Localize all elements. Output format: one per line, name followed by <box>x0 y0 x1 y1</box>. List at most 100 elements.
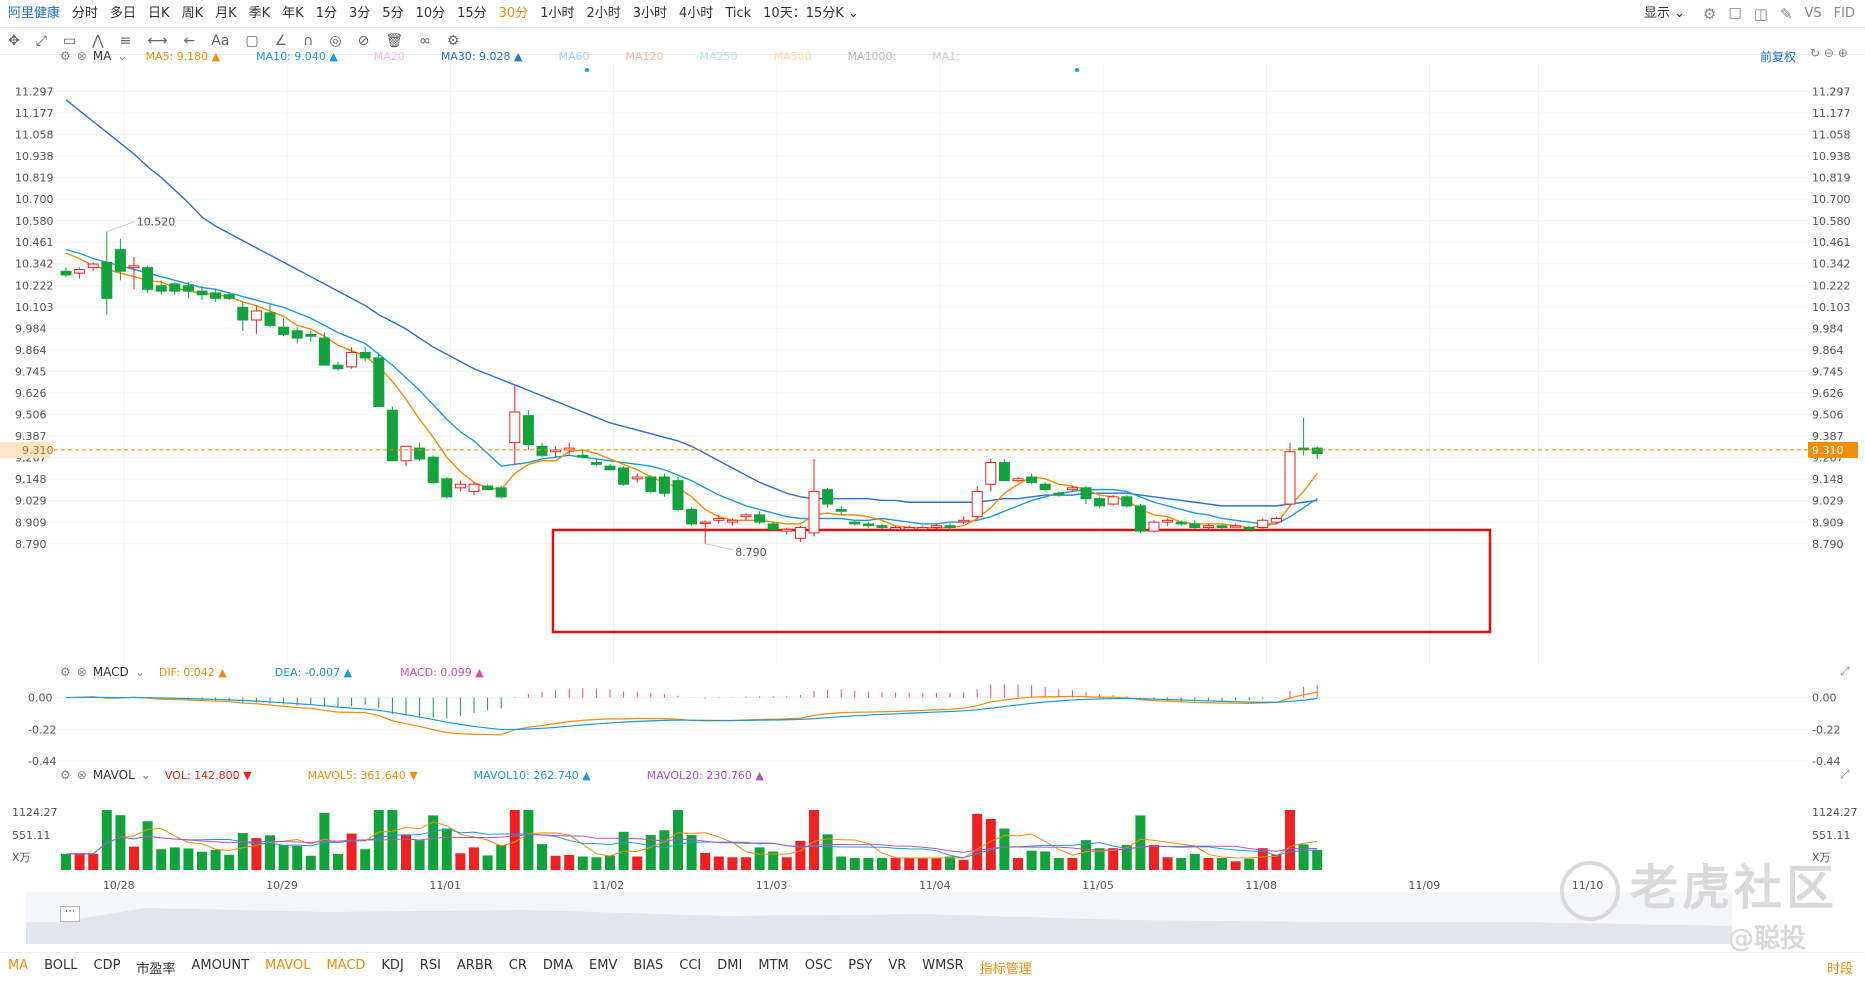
indicator-tab-18[interactable]: PSY <box>848 958 873 973</box>
indicator-tab-4[interactable]: AMOUNT <box>191 958 250 973</box>
period-10[interactable]: 10分 <box>415 6 446 21</box>
indicator-tab-3[interactable]: 市盈率 <box>136 962 176 977</box>
period-14[interactable]: 2小时 <box>586 6 621 21</box>
ma-close-icon[interactable]: ⊗ <box>76 49 87 63</box>
macd-chart[interactable]: 0.00 0.00 -0.22 -0.22 -0.44 -0.44 <box>0 680 1865 770</box>
fib-tool-icon[interactable]: ≡ <box>119 33 132 49</box>
macd-indicator-name[interactable]: MACD <box>92 665 129 679</box>
period-0[interactable]: 分时 <box>72 6 99 21</box>
ma-legend-1[interactable]: MA10: 9.040 ▲ <box>256 49 338 63</box>
indicator-tab-2[interactable]: CDP <box>93 958 121 973</box>
indicator-tab-10[interactable]: CR <box>508 958 527 973</box>
macd-settings-icon[interactable]: ⚙ <box>60 665 71 679</box>
camera-icon[interactable]: ◫ <box>1753 4 1768 23</box>
mavol-close-icon[interactable]: ⊗ <box>76 768 87 782</box>
ma-legend-3[interactable]: MA30: 9.028 ▲ <box>440 49 523 63</box>
trash-icon[interactable]: 🗑 <box>385 33 404 49</box>
mavol-legend-0[interactable]: VOL: 142.800 ▼ <box>164 768 252 782</box>
macd-legend-2[interactable]: MACD: 0.099 ▲ <box>400 665 484 679</box>
square-icon[interactable]: ☐ <box>1728 4 1742 23</box>
range-dropdown[interactable]: 10天：15分K ⌄ <box>763 6 859 21</box>
period-1[interactable]: 多日 <box>110 6 137 21</box>
indicator-tab-14[interactable]: CCI <box>679 958 702 973</box>
period-13[interactable]: 1小时 <box>540 6 575 21</box>
indicator-tab-19[interactable]: VR <box>888 958 907 973</box>
ma-legend-4[interactable]: MA60 <box>558 49 590 63</box>
mavol-legend-1[interactable]: MAVOL5: 361.640 ▼ <box>307 768 418 782</box>
period-16[interactable]: 4小时 <box>679 6 714 21</box>
chevron-down-icon[interactable]: ⌄ <box>140 768 151 782</box>
session-button[interactable]: 时段 <box>1826 962 1853 977</box>
rect-tool-icon[interactable]: ▭ <box>62 33 77 49</box>
indicator-tab-21[interactable]: 指标管理 <box>979 962 1032 977</box>
move-icon[interactable]: ✥ <box>8 33 20 49</box>
indicator-tab-6[interactable]: MACD <box>326 958 366 973</box>
period-17[interactable]: Tick <box>725 6 752 21</box>
ma-legend-8[interactable]: MA1000: <box>847 49 897 63</box>
angle-tool-icon[interactable]: ∠ <box>274 33 288 49</box>
text-tool-icon[interactable]: Aa <box>211 33 230 49</box>
gear-icon[interactable]: ⚙ <box>446 33 460 49</box>
macd-close-icon[interactable]: ⊗ <box>76 665 87 679</box>
panel-controls[interactable]: ↻ ⊖ ⊕ <box>1810 46 1848 60</box>
indicator-tab-15[interactable]: DMI <box>717 958 743 973</box>
wave-tool-icon[interactable]: ⋀ <box>92 33 104 49</box>
indicator-tab-16[interactable]: MTM <box>758 958 789 973</box>
ma-legend-9[interactable]: MA1: <box>932 49 960 63</box>
navigator-handle[interactable]: ⋯ <box>60 906 80 922</box>
expand-icon[interactable]: ⤢ <box>1840 664 1850 678</box>
arrow-tool-icon[interactable]: ← <box>183 33 196 49</box>
ma-legend-2[interactable]: MA20 <box>373 49 405 63</box>
indicator-tab-17[interactable]: OSC <box>804 958 833 973</box>
period-12[interactable]: 30分 <box>498 6 529 21</box>
ma-legend-5[interactable]: MA120 <box>625 49 664 63</box>
period-9[interactable]: 5分 <box>382 6 404 21</box>
indicator-tab-20[interactable]: WMSR <box>922 958 964 973</box>
eye-icon[interactable]: ◎ <box>329 33 342 49</box>
hide-icon[interactable]: ⊘ <box>357 33 370 49</box>
ma-legend-7[interactable]: MA500 <box>773 49 812 63</box>
mavol-legend-3[interactable]: MAVOL20: 230.760 ▲ <box>646 768 764 782</box>
ma-legend-6[interactable]: MA250 <box>699 49 738 63</box>
period-2[interactable]: 日K <box>148 6 170 21</box>
comment-tool-icon[interactable]: ▢ <box>245 33 259 49</box>
indicator-tab-9[interactable]: ARBR <box>456 958 493 973</box>
indicator-tab-12[interactable]: EMV <box>589 958 618 973</box>
macd-legend-0[interactable]: DIF: 0.042 ▲ <box>158 665 227 679</box>
pen-icon[interactable]: ✎ <box>1779 4 1793 23</box>
indicator-tab-7[interactable]: KDJ <box>381 958 404 973</box>
period-7[interactable]: 1分 <box>315 6 337 21</box>
price-chart[interactable]: 11.297 11.297 11.177 11.177 11.058 11.058 10.9… <box>0 64 1865 664</box>
line-tool-icon[interactable]: ⤢ <box>35 33 47 49</box>
macd-legend-1[interactable]: DEA: -0.007 ▲ <box>274 665 353 679</box>
ma-settings-icon[interactable]: ⚙ <box>60 49 71 63</box>
period-8[interactable]: 3分 <box>348 6 371 21</box>
range-navigator[interactable]: ⋯ <box>26 892 1732 944</box>
vs-button[interactable]: VS <box>1804 6 1822 21</box>
display-dropdown[interactable]: 显示 ⌄ <box>1643 6 1685 21</box>
indicator-tab-8[interactable]: RSI <box>419 958 441 973</box>
indicator-tab-13[interactable]: BIAS <box>633 958 664 973</box>
magnet-icon[interactable]: ∩ <box>303 33 314 49</box>
period-4[interactable]: 月K <box>215 6 237 21</box>
period-11[interactable]: 15分 <box>457 6 487 21</box>
chevron-down-icon[interactable]: ⌄ <box>134 665 145 679</box>
link-icon[interactable]: ∞ <box>419 33 431 49</box>
measure-tool-icon[interactable]: ⟷ <box>147 33 168 49</box>
period-5[interactable]: 季K <box>248 6 271 21</box>
chevron-down-icon[interactable]: ⌄ <box>117 49 128 63</box>
mavol-legend-2[interactable]: MAVOL10: 262.740 ▲ <box>473 768 591 782</box>
ma-legend-0[interactable]: MA5: 9.180 ▲ <box>145 49 221 63</box>
settings-icon[interactable]: ⚙ <box>1702 4 1717 23</box>
indicator-tab-5[interactable]: MAVOL <box>265 958 311 973</box>
fid-button[interactable]: FID <box>1833 6 1855 21</box>
indicator-tab-1[interactable]: BOLL <box>44 958 78 973</box>
stock-name[interactable]: 阿里健康 <box>8 6 61 21</box>
indicator-tab-0[interactable]: MA <box>8 958 29 973</box>
adjust-label[interactable]: 前复权 <box>1760 50 1797 64</box>
expand-icon[interactable]: ⤢ <box>1840 767 1850 781</box>
mavol-settings-icon[interactable]: ⚙ <box>60 768 71 782</box>
indicator-tab-11[interactable]: DMA <box>542 958 574 973</box>
mavol-indicator-name[interactable]: MAVOL <box>92 768 135 782</box>
ma-indicator-name[interactable]: MA <box>92 49 112 63</box>
